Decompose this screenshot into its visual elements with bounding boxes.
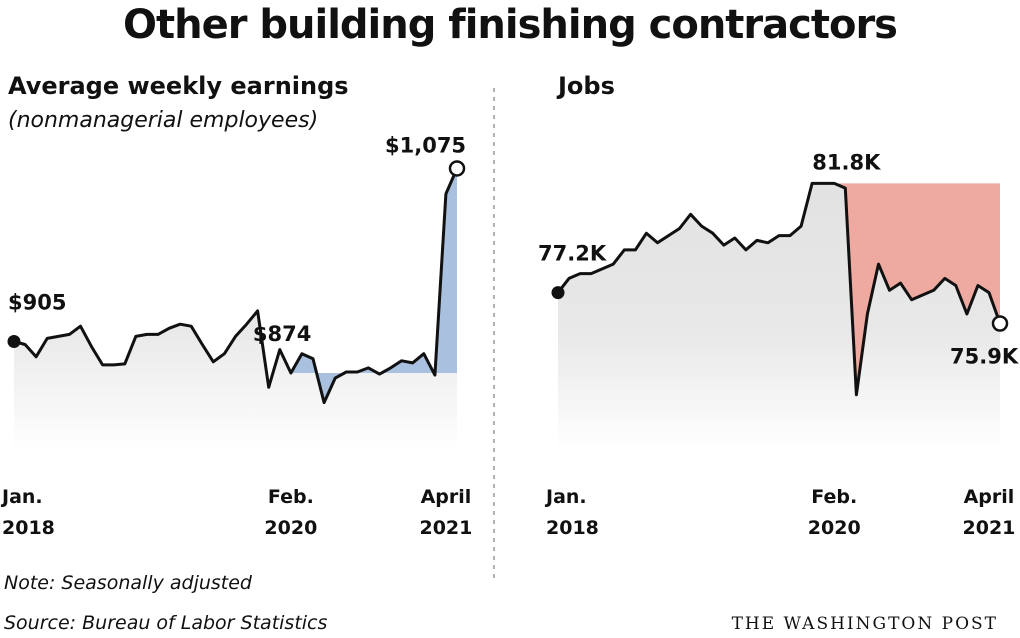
jobs-value-label: 75.9K: [950, 345, 1019, 369]
earnings-value-label: $874: [253, 322, 311, 346]
jobs-x-tick-label: 2020: [808, 517, 861, 539]
earnings-area: [14, 168, 457, 452]
earnings-x-tick-label: 2020: [264, 517, 317, 539]
earnings-x-tick-label: Feb.: [268, 486, 314, 508]
jobs-x-tick-label: Jan.: [544, 486, 587, 508]
brand-logo: THE WASHINGTON POST: [731, 614, 998, 634]
jobs-x-tick-label: April: [964, 486, 1015, 508]
jobs-chart: 77.2K 81.8K 75.9K Jan. 2018 Feb. 2020 April 2021: [538, 150, 1019, 539]
earnings-end-point: [448, 160, 466, 177]
jobs-x-tick-label: 2018: [546, 517, 599, 539]
earnings-start-point: [7, 334, 21, 348]
jobs-change-band: [834, 183, 1000, 395]
earnings-series-line: [13, 167, 459, 405]
earnings-value-label: $905: [8, 290, 66, 314]
jobs-series-line: [556, 181, 1002, 397]
earnings-chart-title: Average weekly earnings: [8, 72, 349, 100]
jobs-x-tick-label: Feb.: [811, 486, 857, 508]
note-text: Note: Seasonally adjusted: [4, 572, 252, 594]
jobs-chart-title: Jobs: [558, 72, 615, 100]
jobs-start-point: [551, 286, 565, 300]
earnings-x-tick-label: 2021: [419, 517, 472, 539]
jobs-end-point: [991, 315, 1009, 332]
jobs-value-label: 81.8K: [812, 150, 881, 174]
jobs-x-tick-label: 2021: [963, 517, 1016, 539]
earnings-chart: $905 $874 $1,075 Jan. 2018 Feb. 2020 April 2021: [0, 133, 472, 539]
earnings-x-tick-label: Jan.: [0, 486, 43, 508]
jobs-value-label: 77.2K: [538, 242, 607, 266]
jobs-area: [558, 183, 1000, 452]
earnings-x-tick-label: 2018: [2, 517, 55, 539]
source-text: Source: Bureau of Labor Statistics: [4, 612, 328, 634]
earnings-value-label: $1,075: [385, 133, 466, 157]
page-title: Other building finishing contractors: [123, 2, 898, 48]
earnings-chart-subtitle: (nonmanagerial employees): [8, 108, 319, 133]
earnings-x-tick-label: April: [421, 486, 472, 508]
